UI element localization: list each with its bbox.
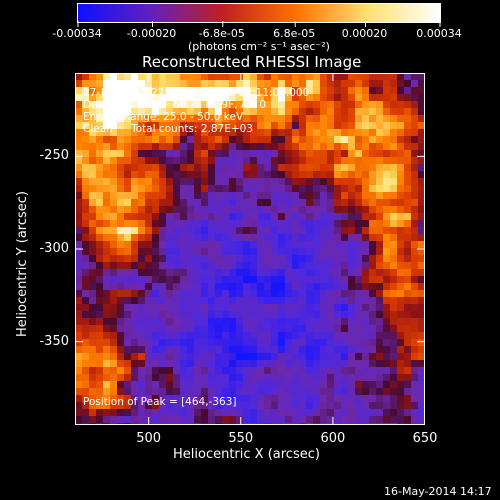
colorbar-ticks bbox=[77, 21, 441, 27]
annotation-energy-range: Energy Range: 25.0 - 50.0 keV bbox=[83, 111, 244, 123]
heatmap bbox=[75, 73, 425, 425]
colorbar-tick-label: 6.8e-05 bbox=[273, 27, 316, 40]
footer-timestamp: 16-May-2014 14:17 bbox=[384, 485, 492, 498]
annotation-total-counts: Total counts: 2.87E+03 bbox=[131, 123, 254, 135]
annotation-peak-position: Position of Peak = [464,-363] bbox=[83, 396, 237, 408]
y-tick-label: -250 bbox=[39, 148, 69, 164]
plot-area: 17-Jun-2012 22:08:48.000 to 22:11:00.000… bbox=[75, 73, 425, 425]
annotation-detectors: Detectors: 3F 5F 6F 7F 8F 9F, Att 0 bbox=[83, 99, 267, 111]
colorbar-tick-label: -0.00034 bbox=[52, 27, 102, 40]
annotation-clean: Clean bbox=[83, 123, 113, 135]
colorbar-tick-label: 0.00034 bbox=[416, 27, 462, 40]
colorbar bbox=[77, 3, 441, 23]
y-tick-label: -350 bbox=[39, 333, 69, 349]
colorbar-units-label: (photons cm⁻² s⁻¹ asec⁻²) bbox=[188, 40, 330, 53]
colorbar-tick-label: -0.00020 bbox=[126, 27, 177, 40]
colorbar-tick-label: -6.8e-05 bbox=[198, 27, 245, 40]
x-tick-label: 650 bbox=[412, 431, 438, 446]
colorbar-tick-label: 0.00020 bbox=[341, 27, 388, 40]
y-tick-label: -300 bbox=[39, 241, 69, 256]
x-tick-label: 600 bbox=[320, 431, 346, 446]
annotation-time-range: 17-Jun-2012 22:08:48.000 to 22:11:00.000 bbox=[83, 87, 310, 99]
x-tick-label: 550 bbox=[228, 431, 254, 446]
y-axis-label: Heliocentric Y (arcsec) bbox=[15, 191, 30, 337]
x-tick-label: 500 bbox=[136, 431, 162, 446]
axis-ticks bbox=[75, 73, 425, 425]
x-axis-label: Heliocentric X (arcsec) bbox=[173, 447, 320, 462]
chart-title: Reconstructed RHESSI Image bbox=[142, 53, 362, 71]
